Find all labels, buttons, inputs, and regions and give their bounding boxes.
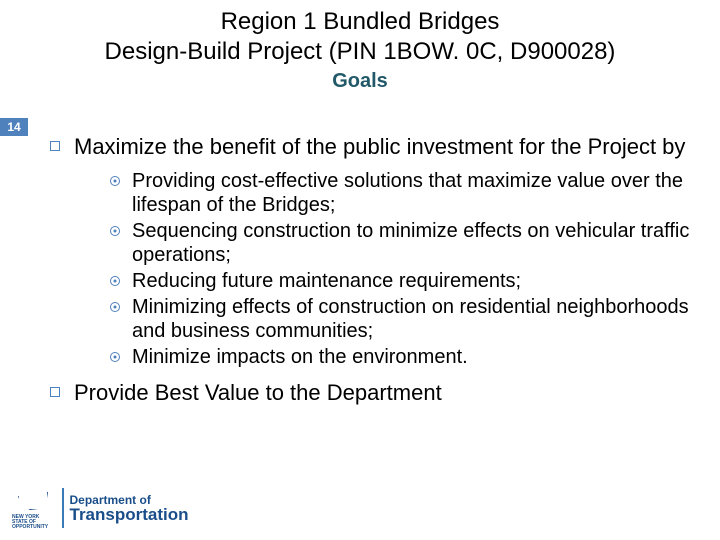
- slide-header: Region 1 Bundled Bridges Design-Build Pr…: [0, 0, 720, 93]
- sub-bullet-text: Sequencing construction to minimize effe…: [132, 219, 690, 267]
- ny-state-seal-icon: NEW YORK STATE OF OPPORTUNITY: [12, 486, 56, 530]
- sub-bullet-text: Minimize impacts on the environment.: [132, 345, 468, 369]
- title-line-1: Region 1 Bundled Bridges: [0, 8, 720, 36]
- dept-name-label: Transportation: [70, 506, 189, 523]
- content-area: Maximize the benefit of the public inves…: [0, 133, 720, 406]
- circle-bullet-icon: [110, 302, 120, 312]
- footer-logo: NEW YORK STATE OF OPPORTUNITY Department…: [12, 486, 189, 530]
- sub-bullet-text: Reducing future maintenance requirements…: [132, 269, 521, 293]
- bullet-item: Maximize the benefit of the public inves…: [50, 133, 690, 161]
- sub-bullet-item: Reducing future maintenance requirements…: [110, 269, 690, 293]
- sub-bullet-item: Sequencing construction to minimize effe…: [110, 219, 690, 267]
- square-bullet-icon: [50, 387, 60, 397]
- dept-of-label: Department of: [70, 494, 189, 506]
- circle-bullet-icon: [110, 276, 120, 286]
- ny-seal-label: NEW YORK STATE OF OPPORTUNITY: [12, 515, 48, 530]
- circle-bullet-icon: [110, 176, 120, 186]
- page-number-badge: 14: [0, 118, 28, 136]
- circle-bullet-icon: [110, 352, 120, 362]
- sub-bullet-text: Providing cost-effective solutions that …: [132, 169, 690, 217]
- sub-bullet-item: Minimize impacts on the environment.: [110, 345, 690, 369]
- bullet-text: Provide Best Value to the Department: [74, 379, 442, 407]
- square-bullet-icon: [50, 141, 60, 151]
- bullet-text: Maximize the benefit of the public inves…: [74, 133, 685, 161]
- sub-bullet-item: Providing cost-effective solutions that …: [110, 169, 690, 217]
- department-name: Department of Transportation: [70, 494, 189, 523]
- logo-divider: [62, 488, 64, 528]
- sub-bullet-list: Providing cost-effective solutions that …: [110, 169, 690, 369]
- title-line-2: Design-Build Project (PIN 1BOW. 0C, D900…: [0, 38, 720, 66]
- bullet-item: Provide Best Value to the Department: [50, 379, 690, 407]
- sub-bullet-text: Minimizing effects of construction on re…: [132, 295, 690, 343]
- sub-bullet-item: Minimizing effects of construction on re…: [110, 295, 690, 343]
- circle-bullet-icon: [110, 226, 120, 236]
- section-title: Goals: [0, 70, 720, 93]
